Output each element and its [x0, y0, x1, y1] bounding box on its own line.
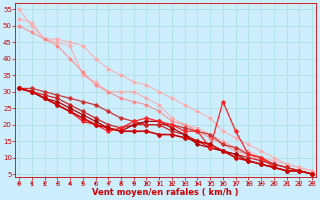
X-axis label: Vent moyen/en rafales ( km/h ): Vent moyen/en rafales ( km/h ) [92, 188, 239, 197]
